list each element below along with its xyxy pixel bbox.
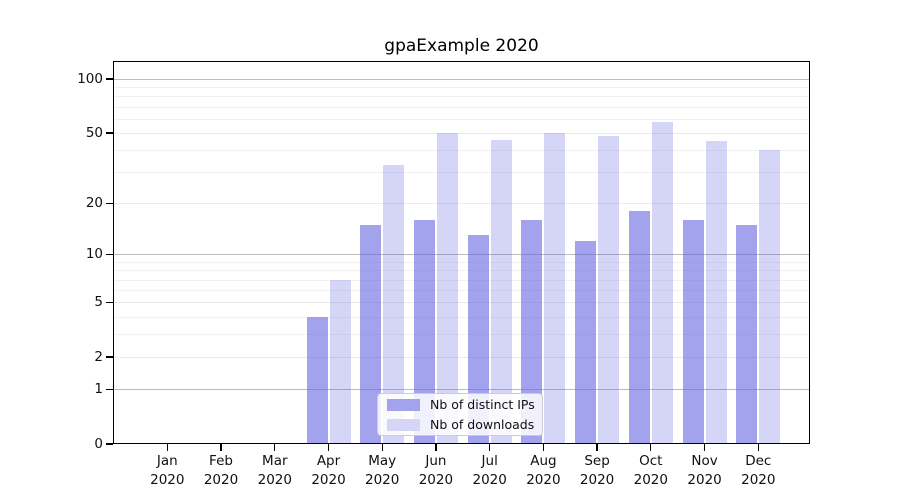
grid-layer — [113, 61, 810, 444]
x-tick-label-may: May 2020 — [365, 453, 400, 488]
x-tick — [166, 444, 168, 451]
y-tick — [106, 356, 113, 358]
y-tick — [106, 253, 113, 255]
x-tick-label-jun: Jun 2020 — [418, 453, 454, 488]
x-tick — [650, 444, 652, 451]
legend-label-downloads: Nb of downloads — [430, 417, 535, 432]
bar-distinct-ips-apr — [306, 316, 328, 444]
y-gridline-mid — [113, 203, 810, 205]
y-gridline-minor — [113, 96, 810, 98]
y-gridline-major — [113, 389, 810, 391]
x-tick — [220, 444, 222, 451]
y-gridline-minor — [113, 290, 810, 292]
x-tick — [596, 444, 598, 451]
y-gridline-major — [113, 78, 810, 80]
x-tick-label-nov: Nov 2020 — [687, 453, 722, 488]
x-tick — [274, 444, 276, 451]
x-tick-label-jan: Jan 2020 — [150, 453, 185, 488]
y-gridline-minor — [113, 172, 810, 174]
bar-distinct-ips-sep — [575, 241, 597, 444]
x-tick — [327, 444, 330, 451]
bar-distinct-ips-nov — [682, 219, 704, 444]
bar-downloads-oct — [651, 121, 673, 444]
bar-downloads-jun — [436, 133, 458, 444]
bar-layer — [113, 61, 810, 444]
legend-swatch-distinct-ips — [387, 398, 420, 411]
y-tick-label: 5 — [94, 294, 103, 311]
x-tick — [703, 444, 706, 451]
x-tick-label-feb: Feb 2020 — [203, 453, 239, 488]
x-tick-label-mar: Mar 2020 — [257, 453, 292, 488]
y-gridline-minor — [113, 270, 810, 272]
bar-distinct-ips-dec — [736, 224, 758, 444]
y-gridline-mid — [113, 133, 810, 134]
bar-distinct-ips-aug — [521, 219, 543, 444]
bar-downloads-dec — [759, 150, 781, 444]
y-tick — [106, 202, 113, 204]
y-gridline-major — [113, 254, 810, 256]
bar-downloads-nov — [705, 141, 727, 444]
y-gridline-minor — [113, 87, 810, 89]
y-tick-label: 1 — [94, 381, 103, 398]
bar-downloads-apr — [329, 279, 351, 444]
chart-title: gpaExample 2020 — [384, 36, 539, 56]
y-tick — [106, 388, 113, 390]
x-tick — [381, 444, 383, 451]
bar-distinct-ips-may — [360, 224, 382, 444]
x-tick — [757, 444, 759, 451]
bar-downloads-jul — [490, 139, 512, 444]
bar-distinct-ips-jun — [413, 219, 435, 444]
bar-downloads-sep — [598, 136, 620, 444]
y-tick-label: 20 — [85, 195, 103, 212]
y-tick-label: 50 — [85, 125, 103, 141]
y-gridline-minor — [113, 150, 810, 152]
y-tick-label: 0 — [94, 436, 103, 452]
y-tick — [106, 132, 113, 134]
legend-swatch-downloads — [387, 418, 420, 431]
x-tick-label-apr: Apr 2020 — [311, 453, 346, 488]
y-gridline-minor — [113, 316, 810, 318]
bar-distinct-ips-jul — [467, 235, 489, 444]
y-gridline-mid — [113, 302, 810, 304]
x-tick-label-aug: Aug 2020 — [526, 453, 561, 488]
y-gridline-minor — [113, 118, 810, 120]
legend-item-downloads: Nb of downloads — [378, 416, 542, 433]
x-tick — [489, 444, 491, 451]
y-gridline-mid — [113, 357, 810, 359]
bar-distinct-ips-oct — [628, 211, 650, 444]
x-tick-label-jul: Jul 2020 — [472, 453, 507, 488]
y-gridline-minor — [113, 106, 810, 108]
y-tick-label: 100 — [77, 70, 103, 87]
y-tick — [106, 301, 113, 303]
y-tick-label: 2 — [94, 349, 103, 366]
x-tick — [435, 444, 437, 451]
legend-item-distinct-ips: Nb of distinct IPs — [378, 396, 542, 413]
y-tick-label: 10 — [85, 246, 103, 263]
y-tick — [106, 78, 113, 80]
x-tick-label-dec: Dec 2020 — [741, 453, 776, 488]
y-gridline-minor — [113, 334, 810, 336]
y-gridline-minor — [113, 279, 810, 281]
plot-area: Nb of distinct IPs Nb of downloads — [113, 61, 810, 444]
y-tick — [106, 443, 113, 445]
bar-downloads-may — [383, 165, 405, 444]
legend: Nb of distinct IPs Nb of downloads — [377, 393, 543, 436]
x-tick-label-oct: Oct 2020 — [633, 453, 668, 488]
bar-downloads-aug — [544, 133, 566, 444]
x-tick-label-sep: Sep 2020 — [579, 453, 615, 488]
y-gridline-minor — [113, 261, 810, 263]
legend-label-distinct-ips: Nb of distinct IPs — [430, 397, 535, 412]
x-tick — [542, 444, 545, 451]
